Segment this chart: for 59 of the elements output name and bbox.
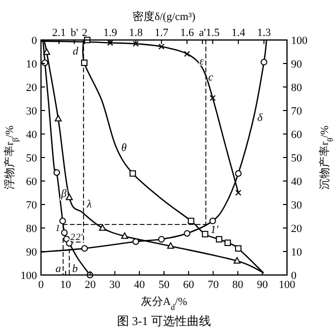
x-tick-label: 50 — [158, 279, 170, 291]
x-tick-label: 100 — [278, 279, 296, 291]
x2-tick-label: 2 — [82, 27, 88, 39]
y2-tick-label: 70 — [291, 106, 302, 118]
x-tick-label: 10 — [60, 279, 72, 291]
annotation: ε — [199, 55, 204, 68]
annotation: a — [55, 262, 62, 275]
y-tick-label: 40 — [26, 129, 38, 141]
annotation: λ — [86, 198, 92, 211]
x2-tick-label: 1.7 — [154, 27, 169, 39]
annotation: θ — [121, 142, 128, 154]
x-axis-title: 灰分A$_{d}$/% — [140, 296, 188, 312]
x2-tick-label: 1.3 — [257, 27, 272, 39]
annotation: 1 — [55, 224, 60, 234]
y-tick-label: 10 — [26, 58, 38, 70]
y2-tick-label: 50 — [291, 152, 302, 164]
x-tick-label: 30 — [109, 279, 121, 291]
text: 图 3-1 可选性曲线 — [117, 314, 211, 328]
annotation: d — [72, 46, 79, 58]
y2-tick-label: 30 — [291, 200, 302, 212]
y-tick-label: 90 — [26, 246, 38, 258]
annotation: b — [72, 262, 78, 275]
y-tick-label: 80 — [26, 223, 38, 235]
y-tick-label: 0 — [32, 35, 38, 47]
annotation: 1' — [210, 224, 219, 236]
y2-tick-label: 10 — [291, 246, 302, 258]
x2-tick-label: a' — [199, 27, 206, 39]
y2-tick-label: 100 — [291, 35, 308, 47]
annotation: c — [208, 71, 214, 84]
y-tick-label: 100 — [20, 270, 38, 282]
x-tick-label: 40 — [134, 279, 146, 291]
x2-tick-label: 1.9 — [103, 27, 118, 39]
x2-tick-label: 1.8 — [128, 27, 144, 39]
x-tick-label: 20 — [84, 279, 96, 291]
x2-tick-label: 2.1 — [52, 27, 66, 39]
x2-tick-label: 1.4 — [231, 27, 246, 39]
y-tick-label: 50 — [26, 152, 38, 164]
y2-tick-label: 90 — [291, 58, 302, 70]
x-tick-label: 70 — [208, 279, 220, 291]
y-tick-label: 30 — [26, 106, 38, 118]
y-tick-label: 20 — [26, 82, 38, 94]
x2-tick-label: 1.5 — [206, 27, 220, 39]
annotation: β — [60, 188, 68, 200]
annotation: 2' — [76, 233, 84, 244]
y2-tick-label: 60 — [291, 129, 302, 141]
x2-tick-label: b' — [70, 27, 78, 39]
annotation: δ — [257, 112, 264, 124]
x-tick-label: 60 — [183, 279, 195, 291]
y2-tick-label: 20 — [291, 223, 302, 235]
y2-tick-label: 0 — [291, 270, 297, 282]
y2-tick-label: 80 — [291, 82, 302, 94]
y-tick-label: 60 — [26, 176, 38, 188]
x2-axis-title: 密度δ/(g/cm³) — [132, 10, 196, 23]
annotation: 2 — [70, 233, 76, 244]
x2-tick-label: 1.6 — [180, 27, 194, 39]
y-tick-label: 70 — [26, 200, 38, 212]
y2-tick-label: 40 — [291, 176, 302, 188]
x-tick-label: 90 — [256, 279, 268, 291]
x-tick-label: 80 — [232, 279, 244, 291]
